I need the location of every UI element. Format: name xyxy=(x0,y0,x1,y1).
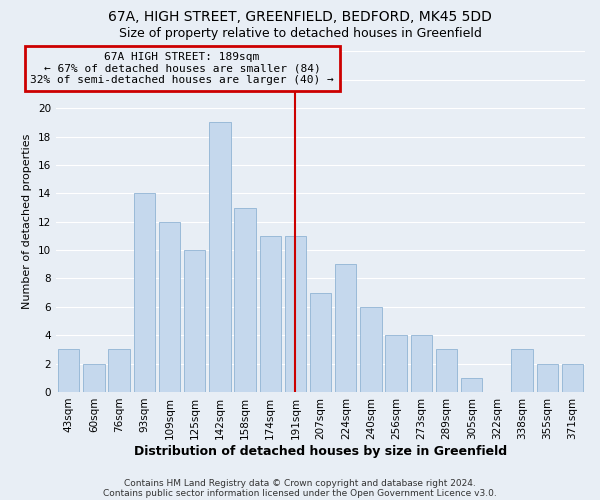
Bar xyxy=(436,350,457,392)
Bar xyxy=(58,350,79,392)
Bar xyxy=(310,292,331,392)
Bar xyxy=(461,378,482,392)
Bar xyxy=(360,307,382,392)
Bar xyxy=(536,364,558,392)
Bar xyxy=(134,194,155,392)
Bar xyxy=(109,350,130,392)
Text: Size of property relative to detached houses in Greenfield: Size of property relative to detached ho… xyxy=(119,28,481,40)
Text: Contains HM Land Registry data © Crown copyright and database right 2024.: Contains HM Land Registry data © Crown c… xyxy=(124,478,476,488)
Bar xyxy=(235,208,256,392)
Text: Contains public sector information licensed under the Open Government Licence v3: Contains public sector information licen… xyxy=(103,488,497,498)
Bar xyxy=(209,122,230,392)
Bar xyxy=(511,350,533,392)
Bar xyxy=(159,222,180,392)
Bar xyxy=(83,364,104,392)
Bar xyxy=(335,264,356,392)
Bar xyxy=(284,236,306,392)
Bar xyxy=(385,335,407,392)
Text: 67A, HIGH STREET, GREENFIELD, BEDFORD, MK45 5DD: 67A, HIGH STREET, GREENFIELD, BEDFORD, M… xyxy=(108,10,492,24)
Bar xyxy=(260,236,281,392)
Bar xyxy=(562,364,583,392)
Y-axis label: Number of detached properties: Number of detached properties xyxy=(22,134,32,310)
Text: 67A HIGH STREET: 189sqm
← 67% of detached houses are smaller (84)
32% of semi-de: 67A HIGH STREET: 189sqm ← 67% of detache… xyxy=(30,52,334,85)
X-axis label: Distribution of detached houses by size in Greenfield: Distribution of detached houses by size … xyxy=(134,444,507,458)
Bar xyxy=(184,250,205,392)
Bar xyxy=(410,335,432,392)
